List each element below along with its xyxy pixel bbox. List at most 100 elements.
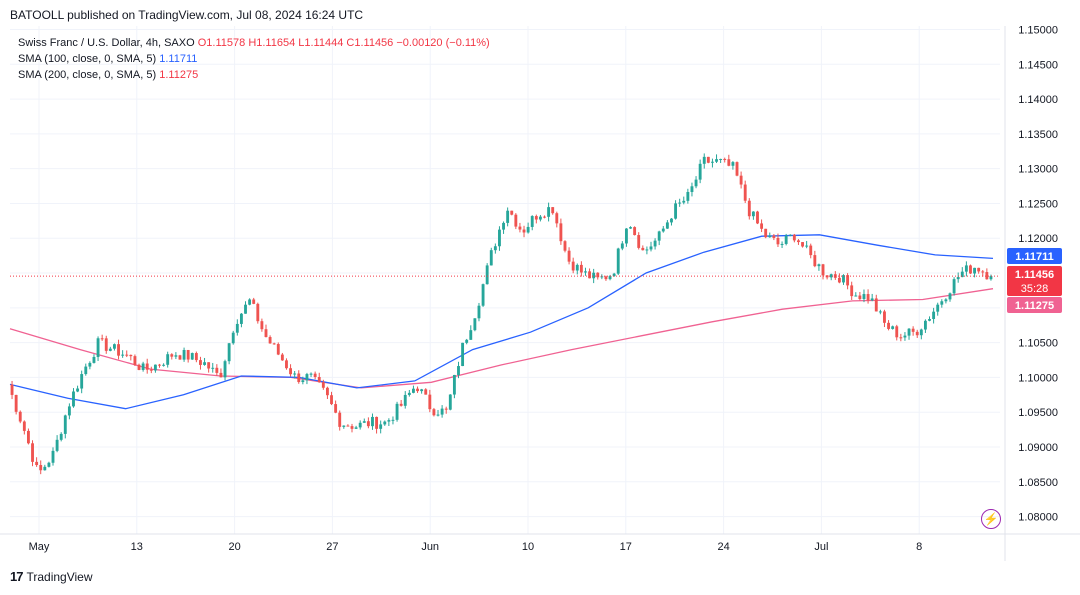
candle bbox=[76, 385, 80, 393]
x-tick-label: 24 bbox=[717, 541, 729, 553]
candle bbox=[289, 364, 292, 377]
candle bbox=[444, 406, 448, 414]
candle bbox=[964, 261, 968, 277]
candle bbox=[780, 241, 784, 249]
legend-sma200-row[interactable]: SMA (200, close, 0, SMA, 5) 1.11275 bbox=[18, 67, 490, 83]
legend-open: O1.11578 bbox=[197, 37, 246, 49]
candle bbox=[559, 218, 563, 245]
candle bbox=[256, 302, 260, 324]
candle bbox=[985, 268, 989, 280]
candle bbox=[43, 464, 47, 471]
candle bbox=[719, 158, 723, 163]
x-tick-label: 13 bbox=[131, 541, 143, 553]
candle bbox=[428, 389, 432, 413]
candle bbox=[219, 368, 223, 378]
price-axis[interactable]: 1.15000 1.14500 1.14000 1.13500 1.13000 1.125… bbox=[0, 24, 1080, 561]
candle bbox=[264, 324, 268, 338]
candle bbox=[563, 240, 567, 253]
candle bbox=[887, 320, 890, 331]
candle bbox=[145, 358, 149, 374]
candle bbox=[674, 200, 678, 220]
candle bbox=[670, 218, 673, 226]
candle bbox=[252, 297, 256, 305]
time-axis[interactable]: May 13 20 27 Jun 10 17 24 Jul 8 bbox=[29, 541, 923, 553]
candle bbox=[883, 309, 886, 328]
candle bbox=[100, 334, 104, 341]
candle bbox=[518, 222, 522, 233]
candle bbox=[203, 357, 206, 366]
candle bbox=[633, 226, 637, 236]
candle bbox=[739, 171, 743, 189]
candle bbox=[35, 457, 39, 467]
chart-area[interactable]: 1.15000 1.14500 1.14000 1.13500 1.13000 1.125… bbox=[0, 24, 1080, 561]
candle bbox=[194, 351, 198, 363]
candle bbox=[473, 318, 477, 332]
price-tags: 1.11711 1.11456 35:28 1.11275 bbox=[1007, 248, 1062, 313]
candle bbox=[743, 180, 747, 204]
candle bbox=[760, 219, 764, 233]
lightning-icon[interactable]: ⚡ bbox=[981, 509, 1001, 529]
x-tick-label: 17 bbox=[620, 541, 632, 553]
candle bbox=[948, 292, 952, 302]
candle bbox=[436, 409, 440, 417]
candle bbox=[412, 385, 415, 394]
candle bbox=[432, 407, 436, 417]
candle bbox=[989, 274, 993, 281]
footer-brand[interactable]: 17 TradingView bbox=[10, 569, 93, 584]
candle bbox=[362, 418, 366, 423]
candle bbox=[235, 319, 239, 336]
candle bbox=[870, 293, 874, 302]
candle bbox=[952, 277, 956, 296]
candle bbox=[837, 273, 841, 284]
candle bbox=[981, 270, 985, 277]
candle bbox=[686, 188, 690, 204]
candle bbox=[624, 228, 628, 247]
y-tick-label: 1.09000 bbox=[1018, 442, 1058, 454]
candle bbox=[342, 425, 346, 429]
candle bbox=[649, 241, 653, 252]
candle bbox=[829, 273, 833, 281]
candle bbox=[88, 361, 92, 370]
candle bbox=[751, 211, 755, 220]
candle bbox=[67, 403, 71, 420]
candle bbox=[489, 247, 493, 266]
candle bbox=[854, 292, 858, 297]
candle bbox=[190, 352, 194, 360]
candle bbox=[440, 405, 444, 418]
candle bbox=[272, 342, 276, 345]
price-chart[interactable]: 1.15000 1.14500 1.14000 1.13500 1.13000 1.125… bbox=[0, 24, 1080, 561]
y-tick-label: 1.13000 bbox=[1018, 164, 1058, 176]
legend-symbol[interactable]: Swiss Franc / U.S. Dollar, 4h, SAXO bbox=[18, 37, 195, 49]
candle bbox=[506, 207, 510, 227]
candle bbox=[313, 371, 317, 380]
legend-sma100-row[interactable]: SMA (100, close, 0, SMA, 5) 1.11711 bbox=[18, 51, 490, 67]
candle bbox=[55, 435, 59, 453]
candle bbox=[825, 275, 829, 280]
candle bbox=[31, 440, 34, 467]
candle bbox=[395, 401, 399, 422]
candle bbox=[911, 326, 915, 336]
candle bbox=[354, 425, 358, 429]
candle bbox=[293, 370, 297, 379]
candle bbox=[919, 328, 923, 340]
candle bbox=[59, 432, 63, 442]
candle bbox=[39, 460, 43, 475]
candle bbox=[117, 339, 120, 360]
candle bbox=[596, 272, 600, 280]
candle bbox=[199, 356, 202, 370]
legend-high: H1.11654 bbox=[248, 37, 296, 49]
candle bbox=[285, 358, 288, 370]
candle bbox=[178, 354, 182, 360]
candle bbox=[223, 359, 227, 381]
candle bbox=[239, 313, 243, 328]
candle bbox=[797, 239, 800, 245]
candle bbox=[108, 346, 112, 352]
candle bbox=[162, 363, 166, 367]
y-tick-label: 1.15000 bbox=[1018, 26, 1058, 36]
candle bbox=[850, 281, 854, 300]
candle bbox=[756, 210, 759, 225]
candle bbox=[567, 247, 571, 265]
candle bbox=[457, 361, 460, 379]
candle bbox=[792, 233, 796, 243]
candle bbox=[543, 215, 546, 219]
